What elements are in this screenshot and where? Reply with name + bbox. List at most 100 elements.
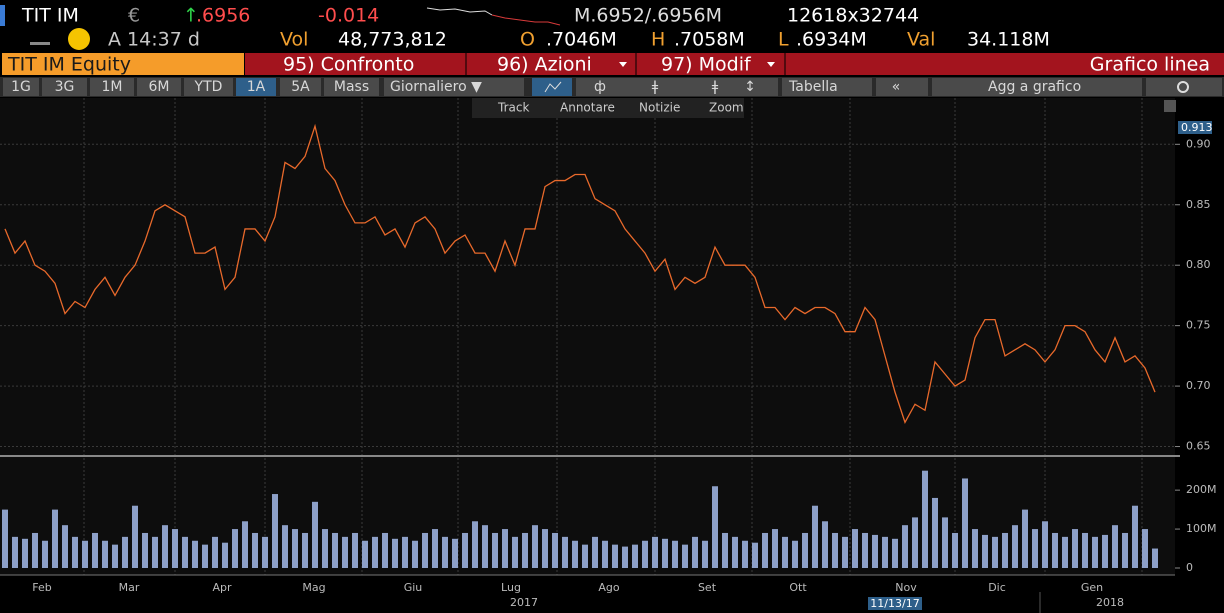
volume-bar — [262, 536, 268, 568]
period-label[interactable]: 3G — [55, 79, 75, 95]
chart-tool[interactable]: Zoom — [709, 101, 744, 115]
volume-bar — [122, 536, 128, 568]
volume-bar — [1042, 521, 1048, 568]
period-tab[interactable] — [236, 78, 276, 96]
icon: ǂ — [712, 79, 719, 95]
val-label: Val — [907, 29, 935, 51]
period-tab[interactable] — [137, 78, 181, 96]
focus-marker — [0, 5, 5, 26]
volume-bar — [2, 509, 8, 568]
value-flag-label: 0.913 — [1181, 121, 1213, 134]
period-tab[interactable] — [184, 78, 233, 96]
line-tool[interactable] — [532, 78, 572, 96]
period-tab[interactable] — [90, 78, 134, 96]
dots — [30, 42, 50, 45]
volume-bar — [232, 529, 238, 568]
frequency[interactable]: Giornaliero ▼ — [390, 79, 482, 95]
volume-bar — [422, 532, 428, 568]
date-box — [868, 597, 922, 610]
y-tick-label: 0 — [1186, 561, 1193, 574]
volume-bar — [192, 540, 198, 568]
volume-bar — [412, 540, 418, 568]
volume-bar — [832, 532, 838, 568]
volume-bar — [952, 532, 958, 568]
volume-bar — [752, 542, 758, 568]
tool-strip — [472, 98, 744, 118]
volume-bar — [1052, 532, 1058, 568]
scroll-icon[interactable] — [1164, 100, 1176, 112]
period-label[interactable]: 5A — [291, 79, 310, 95]
volume-bar — [892, 538, 898, 568]
view-name: Grafico linea — [1090, 54, 1210, 76]
volume-bar — [702, 540, 708, 568]
volume-bar — [512, 536, 518, 568]
security[interactable]: TIT IM Equity — [7, 54, 131, 76]
volume-bar — [1012, 525, 1018, 568]
dropdown-arrow — [767, 62, 775, 67]
volume-bar — [172, 529, 178, 568]
volume-bar — [392, 538, 398, 568]
back-button[interactable] — [876, 78, 928, 96]
y-tick-label: 100M — [1186, 522, 1217, 535]
security-box[interactable] — [2, 53, 244, 75]
menu-item[interactable]: 97) Modif — [661, 54, 752, 76]
volume-bar — [342, 536, 348, 568]
period-tab[interactable] — [324, 78, 379, 96]
add[interactable]: Agg a grafico — [988, 79, 1081, 95]
period-tab[interactable] — [3, 78, 39, 96]
settings-button[interactable] — [1146, 78, 1222, 96]
volume-bar — [772, 529, 778, 568]
volume-bar — [662, 538, 668, 568]
volume-bar — [1132, 505, 1138, 568]
volume-bar — [22, 538, 28, 568]
menu-item[interactable]: 96) Azioni — [497, 54, 592, 76]
open-label: O — [520, 29, 535, 51]
period-label[interactable]: 1G — [11, 79, 31, 95]
frequency-box[interactable] — [384, 78, 524, 96]
volume-bar — [282, 525, 288, 568]
last-price: .6956 — [196, 5, 250, 27]
volume-bar — [202, 544, 208, 568]
period-label[interactable]: 1M — [102, 79, 123, 95]
period-label[interactable]: YTD — [194, 79, 223, 95]
menu-item[interactable]: 95) Confronto — [283, 54, 414, 76]
vol: 48,773,812 — [338, 29, 447, 51]
x-tick-label: Mag — [302, 581, 325, 594]
bid-ask: M.6952/.6956M — [574, 5, 722, 27]
volume-bar — [242, 521, 248, 568]
high: .7058M — [674, 29, 745, 51]
period-tab[interactable] — [280, 78, 321, 96]
x-tick-label: Lug — [501, 581, 521, 594]
table-button[interactable] — [782, 78, 872, 96]
volume-bar — [762, 532, 768, 568]
gear-icon — [1177, 81, 1189, 93]
alert-icon[interactable] — [68, 28, 90, 50]
back[interactable]: « — [892, 79, 901, 95]
volume-bar — [802, 532, 808, 568]
volume-bar — [562, 536, 568, 568]
icon: ↕ — [744, 79, 756, 95]
period-label[interactable]: 1A — [247, 79, 266, 95]
net-change: -0.014 — [318, 5, 379, 27]
table[interactable]: Tabella — [788, 79, 838, 95]
volume-bar — [542, 529, 548, 568]
period-tab[interactable] — [42, 78, 87, 96]
chart-tool[interactable]: Track — [497, 101, 529, 115]
chart-tool[interactable]: Annotare — [560, 101, 615, 115]
volume-bar — [572, 540, 578, 568]
period-label[interactable]: 6M — [149, 79, 170, 95]
y-tick-label: 0.70 — [1186, 379, 1211, 392]
line-icon — [544, 81, 562, 93]
currency: € — [128, 5, 140, 27]
chart-tool[interactable]: Notizie — [639, 101, 680, 115]
volume-bar — [222, 542, 228, 568]
add-button[interactable] — [932, 78, 1142, 96]
y-tick-label: 0.65 — [1186, 440, 1211, 453]
volume-bar — [882, 536, 888, 568]
period-label[interactable]: Mass — [334, 79, 369, 95]
dropdown-arrow — [619, 62, 627, 67]
volume-bar — [1062, 536, 1068, 568]
volume-bar — [1072, 529, 1078, 568]
chart-tools[interactable] — [576, 78, 778, 96]
